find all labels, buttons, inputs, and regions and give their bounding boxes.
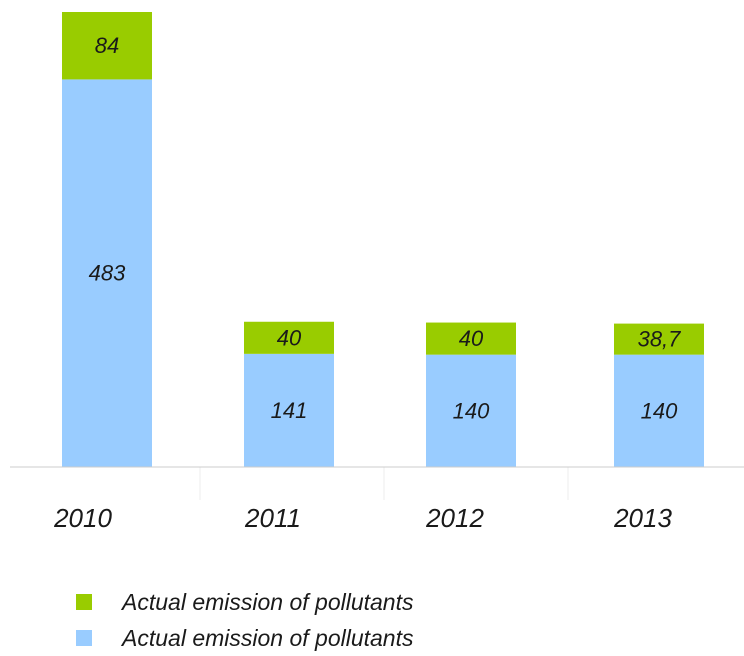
stacked-bar-chart: 483 84 141 40 140 40 140 38,7 2010 2011 2012 2013 <box>10 12 744 533</box>
data-label-2011-base: 141 <box>271 398 308 423</box>
legend-item-bottom: Actual emission of pollutants <box>76 620 414 656</box>
data-label-2012-top: 40 <box>459 326 484 351</box>
data-label-2010-base: 483 <box>89 261 126 286</box>
bar-segment-2013-base <box>614 354 704 467</box>
bars-group: 483 84 141 40 140 40 140 38,7 <box>62 12 704 467</box>
bar-segment-2012-top <box>426 322 516 355</box>
data-label-2010-top: 84 <box>95 33 119 58</box>
legend-label: Actual emission of pollutants <box>122 624 414 651</box>
legend-item-top: Actual emission of pollutants <box>76 584 414 620</box>
legend-label: Actual emission of pollutants <box>122 588 414 615</box>
bar-segment-2013-top <box>614 323 704 355</box>
bar-segment-2011-base <box>244 353 334 467</box>
bar-segment-2011-top <box>244 321 334 354</box>
legend: Actual emission of pollutants Actual emi… <box>76 584 414 656</box>
bar-segment-2010-base <box>62 79 152 467</box>
bar-segment-2010-top <box>62 12 152 80</box>
legend-swatch-green <box>76 594 92 610</box>
category-separators <box>199 467 569 500</box>
x-tick-labels: 2010 2011 2012 2013 <box>53 503 672 533</box>
data-label-2012-base: 140 <box>453 398 490 423</box>
legend-swatch-blue <box>76 630 92 646</box>
data-label-2013-base: 140 <box>641 398 678 423</box>
x-tick-label-2010: 2010 <box>53 503 112 533</box>
data-label-2011-top: 40 <box>277 325 302 350</box>
x-tick-label-2011: 2011 <box>244 503 301 533</box>
x-tick-label-2012: 2012 <box>425 503 484 533</box>
data-label-2013-top: 38,7 <box>638 327 682 352</box>
x-tick-label-2013: 2013 <box>613 503 672 533</box>
bar-segment-2012-base <box>426 354 516 467</box>
